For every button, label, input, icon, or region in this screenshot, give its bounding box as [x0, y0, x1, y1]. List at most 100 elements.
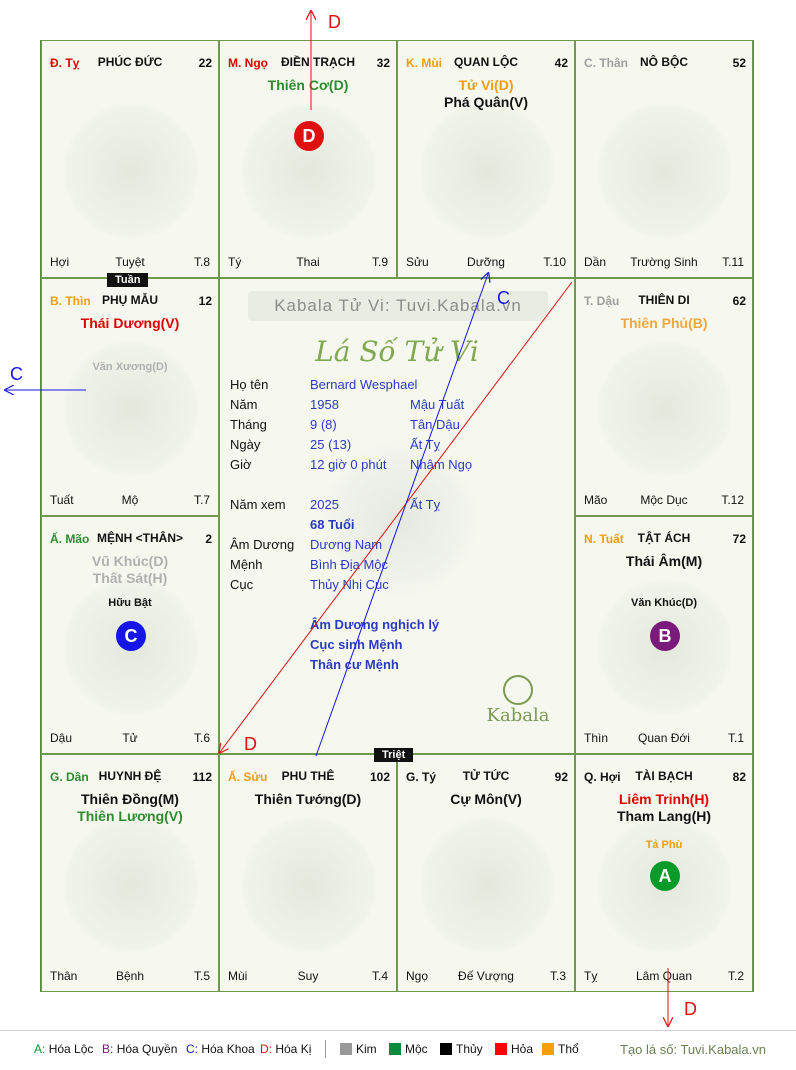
palace-name: THIÊN DI [638, 293, 690, 307]
footer-month: T.2 [727, 969, 744, 983]
footer-month: T.11 [722, 255, 744, 269]
triet-tag: Triệt [374, 748, 414, 762]
major-stars: Liêm Trinh(H) Tham Lang(H) [576, 791, 752, 825]
major-star: Liêm Trinh(H) [618, 791, 710, 807]
footer-month: T.9 [371, 255, 388, 269]
palace-suu[interactable]: Ấ. Sửu PHU THÊ 102 Thiên Tướng(D) Mùi Suy T.4 [219, 754, 397, 992]
info-value: Bình Địa Mộc [310, 557, 389, 572]
palace-age-number: 82 [732, 770, 746, 784]
info-key: Ngày [230, 437, 261, 452]
tuan-tag: Tuần [107, 273, 149, 287]
palace-age-number: 92 [554, 770, 568, 784]
element-swatch-icon [495, 1043, 507, 1055]
palace-ty[interactable]: Đ. Tỵ PHÚC ĐỨC 22 Hợi Tuyệt T.8 [41, 40, 219, 278]
footer-branch: Tuất [50, 493, 74, 507]
footer-branch: Dậu [50, 731, 73, 745]
info-key: Năm [230, 397, 258, 412]
legend-element-item: Kim [340, 1042, 377, 1056]
legend-element-item: Mộc [389, 1042, 428, 1056]
palace-stem-branch: G. Dần [50, 770, 89, 784]
center-note: Cục sinh Mệnh [310, 637, 403, 652]
footer-month: T.5 [193, 969, 210, 983]
major-star: Vũ Khúc(D) [91, 553, 169, 569]
major-star: Thiên Cơ(D) [267, 77, 349, 93]
major-star: Thất Sát(H) [92, 570, 168, 586]
palace-age-number: 102 [369, 770, 390, 784]
major-stars: Thiên Cơ(D) [220, 77, 396, 94]
footer-stage: Suy [297, 969, 319, 983]
zodiac-watermark-icon [596, 339, 734, 479]
kabala-logo: Kabala [486, 675, 550, 726]
footer-month: T.6 [193, 731, 210, 745]
palace-stem-branch: T. Dậu [584, 294, 620, 308]
hoa-badge[interactable]: C [116, 621, 146, 651]
legend-hoa-text: Hóa Lộc [48, 1042, 94, 1056]
minor-star: Văn Khúc(D) [631, 597, 697, 609]
legend-element-text: Mộc [405, 1042, 428, 1056]
zodiac-watermark-icon [418, 101, 556, 241]
info-key: Năm xem [230, 497, 286, 512]
palace-tyy[interactable]: G. Tý TỬ TỨC 92 Cự Môn(V) Ngọ Đế Vượng T.3 [397, 754, 575, 992]
palace-age-number: 2 [205, 532, 212, 546]
palace-name: PHU THÊ [281, 769, 335, 783]
major-stars: Thái Âm(M) [576, 553, 752, 570]
palace-stem-branch: Q. Hợi [584, 770, 621, 784]
footer-stage: Mộc Dục [640, 493, 688, 507]
tree-icon [503, 675, 533, 705]
hoa-badge[interactable]: B [650, 621, 680, 651]
palace-stem-branch: Ấ. Sửu [228, 770, 268, 784]
palace-mui[interactable]: K. Mùi QUAN LỘC 42 Tử Vi(D) Phá Quân(V) Sửu Dư… [397, 40, 575, 278]
major-star: Cự Môn(V) [450, 791, 522, 807]
footer-month: T.12 [721, 493, 744, 507]
info-canchi: Tân Dậu [410, 417, 460, 432]
major-stars: Thiên Phủ(B) [576, 315, 752, 332]
zodiac-watermark-icon [596, 101, 734, 241]
palace-than[interactable]: C. Thân NÔ BỘC 52 Dần Trường Sinh T.11 [575, 40, 753, 278]
hoa-badge[interactable]: A [650, 861, 680, 891]
legend: Tạo lá số: Tuvi.Kabala.vn A: Hóa Lộc B: H… [0, 1040, 796, 1062]
footer-branch: Thìn [584, 731, 609, 745]
palace-name: HUYNH ĐỆ [98, 769, 162, 783]
legend-element-text: Kim [356, 1042, 377, 1056]
info-value: 68 Tuổi [310, 517, 355, 532]
legend-element-item: Hỏa [495, 1042, 533, 1056]
footer-branch: Mão [584, 493, 608, 507]
palace-name: NÔ BỘC [640, 55, 688, 69]
palace-tuat[interactable]: N. Tuất TẬT ÁCH 72 Thái Âm(M) Văn Khúc(D) B Th… [575, 516, 753, 754]
info-value: 2025 [310, 497, 339, 512]
palace-stem-branch: Đ. Tỵ [50, 56, 80, 70]
palace-dan[interactable]: G. Dần HUYNH ĐỆ 112 Thiên Đồng(M) Thiên Lươn… [41, 754, 219, 992]
legend-hoa-text: Hóa Kị [275, 1042, 312, 1056]
palace-ngo[interactable]: M. Ngọ ĐIỀN TRẠCH 32 Thiên Cơ(D) D Tý Thai T.9 [219, 40, 397, 278]
palace-hoi[interactable]: Q. Hợi TÀI BẠCH 82 Liêm Trinh(H) Tham Lang(H… [575, 754, 753, 992]
palace-thin[interactable]: B. Thìn PHỤ MẪU 12 Thái Dương(V) Văn Xương(D… [41, 278, 219, 516]
palace-stem-branch: G. Tý [406, 770, 437, 784]
info-value: Bernard Wesphael [310, 377, 418, 392]
legend-hoa-letter: D: [260, 1042, 272, 1056]
zodiac-watermark-icon [62, 815, 200, 955]
info-value: 12 giờ 0 phút [310, 457, 387, 472]
palace-dau[interactable]: T. Dậu THIÊN DI 62 Thiên Phủ(B) Mão Mộc Dục T.… [575, 278, 753, 516]
palace-name: QUAN LỘC [454, 55, 518, 69]
major-stars: Thiên Đồng(M) Thiên Lương(V) [42, 791, 218, 825]
major-stars: Thái Dương(V) [42, 315, 218, 332]
footer-branch: Sửu [406, 255, 429, 269]
zodiac-watermark-icon [418, 815, 556, 955]
major-star: Thiên Đồng(M) [81, 791, 179, 807]
footer-stage: Bệnh [115, 969, 145, 983]
footer-month: T.3 [549, 969, 566, 983]
chart-title: Lá Số Tử Vi [315, 335, 479, 368]
major-star: Thiên Tướng(D) [254, 791, 362, 807]
hoa-badge[interactable]: D [294, 121, 324, 151]
info-key: Giờ [230, 457, 252, 472]
info-key: Mệnh [230, 557, 263, 572]
info-key: Cục [230, 577, 254, 592]
palace-mao[interactable]: Ấ. Mão MỆNH <THÂN> 2 Vũ Khúc(D) Thất Sát(H) H… [41, 516, 219, 754]
major-stars: Thiên Tướng(D) [220, 791, 396, 808]
footer-stage: Trường Sinh [630, 255, 698, 269]
major-star: Thái Dương(V) [80, 315, 180, 331]
info-value: 25 (13) [310, 437, 352, 452]
palace-age-number: 22 [198, 56, 212, 70]
zodiac-watermark-icon [62, 101, 200, 241]
palace-stem-branch: M. Ngọ [228, 56, 268, 70]
